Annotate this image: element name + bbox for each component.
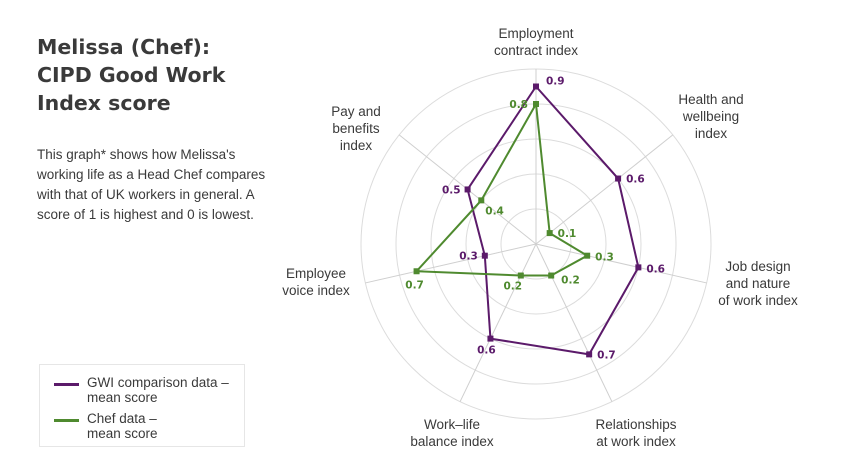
data-point xyxy=(481,252,488,259)
data-label: 0.6 xyxy=(646,263,665,275)
axis-label: Relationships at work index xyxy=(595,417,676,449)
radar-axes xyxy=(365,69,707,402)
series-line-gwi xyxy=(466,84,640,356)
chart-legend: GWI comparison data – mean score Chef da… xyxy=(39,364,245,447)
data-label: 0.3 xyxy=(459,251,478,263)
title-line: CIPD Good Work xyxy=(37,63,226,87)
legend-item-chef: Chef data – mean score xyxy=(54,411,158,441)
chart-description: This graph* shows how Melissa's working … xyxy=(37,147,266,222)
data-point xyxy=(546,230,553,237)
data-point xyxy=(487,335,494,342)
data-label: 0.7 xyxy=(405,279,424,291)
radar-axis-labels: Employment contract index Health and wellbe… xyxy=(282,26,798,449)
data-label: 0.6 xyxy=(626,174,645,186)
page-title: Melissa (Chef): CIPD Good Work Index sco… xyxy=(37,33,277,117)
axis-line xyxy=(459,243,537,402)
data-point xyxy=(413,268,420,275)
data-point xyxy=(517,272,524,279)
data-label: 0.6 xyxy=(477,345,496,357)
axis-line xyxy=(535,243,613,402)
series-line-chef xyxy=(414,100,590,277)
axis-label: Pay and benefits index xyxy=(331,104,381,153)
data-point xyxy=(548,272,555,279)
data-point xyxy=(586,351,593,358)
title-line: Melissa (Chef): xyxy=(37,35,211,59)
data-point xyxy=(533,101,539,107)
legend-label-chef: Chef data – mean score xyxy=(87,411,158,441)
axis-line xyxy=(535,243,707,284)
data-point xyxy=(478,197,485,204)
axis-label: Employment contract index xyxy=(494,26,578,58)
data-point xyxy=(584,252,591,259)
axis-label: Work–life balance index xyxy=(410,417,494,449)
data-label: 0.3 xyxy=(595,252,614,264)
data-label: 0.1 xyxy=(558,228,577,240)
data-point xyxy=(615,175,622,182)
axis-label: Health and wellbeing index xyxy=(678,92,743,141)
data-label: 0.8 xyxy=(509,99,528,111)
data-point xyxy=(635,264,642,271)
data-label: 0.2 xyxy=(561,275,580,287)
radar-series: 0.9 0.6 0.6 0.7 0.6 0.3 0.5 0.8 0.1 0.3 0.2 0.2 0.7 0… xyxy=(405,76,665,362)
data-label: 0.5 xyxy=(442,184,461,196)
axis-line xyxy=(535,134,674,245)
title-line: Index score xyxy=(37,91,171,115)
axis-label: Job design and nature of work index xyxy=(718,259,798,308)
data-label: 0.4 xyxy=(485,205,504,217)
axis-line xyxy=(365,243,537,284)
legend-label-gwi: GWI comparison data – mean score xyxy=(87,375,229,405)
data-label: 0.9 xyxy=(546,76,565,88)
data-point xyxy=(533,83,539,90)
legend-swatch-gwi xyxy=(54,383,79,386)
data-label: 0.7 xyxy=(597,349,616,361)
axis-label: Employee voice index xyxy=(282,266,350,298)
legend-item-gwi: GWI comparison data – mean score xyxy=(54,375,229,405)
data-point xyxy=(464,186,471,193)
legend-swatch-chef xyxy=(54,419,79,422)
data-label: 0.2 xyxy=(504,281,523,293)
